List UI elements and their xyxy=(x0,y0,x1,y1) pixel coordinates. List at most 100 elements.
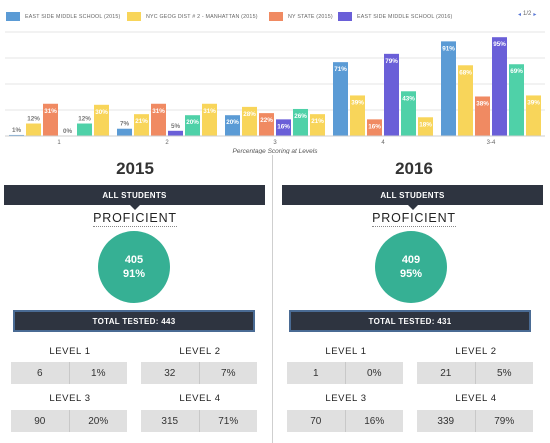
level-1-box: 1 0% xyxy=(287,362,403,384)
proficient-heading: PROFICIENT xyxy=(278,211,550,227)
bar xyxy=(225,115,240,136)
bar xyxy=(117,128,132,136)
bar xyxy=(509,64,524,136)
total-tested-bar: TOTAL TESTED: 443 xyxy=(13,310,255,332)
x-tick-label: 3-4 xyxy=(487,140,496,146)
all-students-banner: ALL STUDENTS xyxy=(4,185,265,210)
proficient-circle: 405 91% xyxy=(98,231,170,303)
level-4-pct: 71% xyxy=(218,415,239,427)
bar xyxy=(202,103,217,136)
legend-label: NYC GEOG DIST # 2 - MANHATTAN (2015) xyxy=(146,13,258,20)
proficient-percent: 95% xyxy=(399,268,423,280)
bar xyxy=(259,113,274,136)
x-tick-label: 3 xyxy=(273,140,277,146)
data-label: 5% xyxy=(171,123,181,130)
legend-item-series-3[interactable]: NY STATE (2015) xyxy=(269,12,333,21)
bar xyxy=(242,106,257,136)
level-4-title: LEVEL 4 xyxy=(179,393,221,404)
bar xyxy=(185,115,200,136)
pager-next-icon[interactable]: ▸ xyxy=(533,12,537,18)
level-3-count: 90 xyxy=(11,410,70,432)
bar xyxy=(43,103,58,136)
bar-chart: 1% 12% 31% 0% 12% 30% 1 7% 21% 31% 5% 20% 31% 2 20% 28%… xyxy=(5,31,545,154)
proficient-label: PROFICIENT xyxy=(372,211,456,227)
data-label: 31% xyxy=(152,108,165,115)
level-3-title: LEVEL 3 xyxy=(325,393,367,404)
level-3-pct: 20% xyxy=(88,415,109,427)
bar xyxy=(26,123,41,136)
legend-label: NY STATE (2015) xyxy=(288,13,333,20)
x-tick-label: 1 xyxy=(57,140,61,146)
level-1-pct: 0% xyxy=(367,367,382,379)
level-1-title: LEVEL 1 xyxy=(325,346,367,357)
level-4-box: 339 79% xyxy=(417,410,533,432)
data-label: 30% xyxy=(95,109,108,116)
data-label: 71% xyxy=(334,66,347,73)
data-label: 18% xyxy=(419,121,432,128)
x-tick-label: 2 xyxy=(165,140,169,146)
data-label: 31% xyxy=(203,108,216,115)
bar xyxy=(475,96,490,136)
data-label: 22% xyxy=(260,117,273,124)
legend-item-series-1[interactable]: EAST SIDE MIDDLE SCHOOL (2015) xyxy=(6,12,121,21)
level-4-box: 315 71% xyxy=(141,410,257,432)
chart-legend: EAST SIDE MIDDLE SCHOOL (2015) NYC GEOG … xyxy=(0,0,550,30)
level-1-count: 1 xyxy=(287,362,346,384)
data-label: 28% xyxy=(243,111,256,118)
proficient-count: 409 xyxy=(401,254,421,266)
level-4-pct: 79% xyxy=(494,415,515,427)
data-label: 95% xyxy=(493,41,506,48)
data-label: 7% xyxy=(120,121,130,128)
data-label: 12% xyxy=(78,116,91,123)
legend-swatch xyxy=(269,12,283,21)
level-3-box: 90 20% xyxy=(11,410,127,432)
data-label: 21% xyxy=(311,118,324,125)
bar xyxy=(276,119,291,136)
legend-label: EAST SIDE MIDDLE SCHOOL (2016) xyxy=(357,13,453,20)
level-2-pct: 7% xyxy=(221,367,236,379)
level-2-count: 21 xyxy=(417,362,476,384)
bar xyxy=(458,65,473,136)
level-2-box: 21 5% xyxy=(417,362,533,384)
level-2-title: LEVEL 2 xyxy=(455,346,497,357)
level-3-title: LEVEL 3 xyxy=(49,393,91,404)
proficient-label: PROFICIENT xyxy=(93,211,177,227)
data-label: 26% xyxy=(294,113,307,120)
bar xyxy=(526,95,541,136)
data-label: 91% xyxy=(442,45,455,52)
data-label: 16% xyxy=(368,123,381,130)
bar xyxy=(9,134,24,136)
pager-prev-icon[interactable]: ◂ xyxy=(518,12,522,18)
legend-pager: ◂ 1/2 ▸ xyxy=(518,11,536,18)
bar xyxy=(134,114,149,136)
level-2-title: LEVEL 2 xyxy=(179,346,221,357)
pager-text: 1/2 xyxy=(523,11,532,17)
data-label: 68% xyxy=(459,69,472,76)
legend-item-series-2[interactable]: NYC GEOG DIST # 2 - MANHATTAN (2015) xyxy=(127,12,258,21)
data-label: 21% xyxy=(135,118,148,125)
bar xyxy=(441,41,456,136)
bar xyxy=(492,37,507,137)
level-3-box: 70 16% xyxy=(287,410,403,432)
all-students-banner: ALL STUDENTS xyxy=(282,185,543,210)
legend-label: EAST SIDE MIDDLE SCHOOL (2015) xyxy=(25,13,121,20)
data-label: 79% xyxy=(385,58,398,65)
bar xyxy=(333,62,348,136)
proficient-count: 405 xyxy=(124,254,144,266)
data-label: 39% xyxy=(351,99,364,106)
data-label: 39% xyxy=(527,99,540,106)
level-3-pct: 16% xyxy=(364,415,385,427)
total-tested-bar: TOTAL TESTED: 431 xyxy=(289,310,531,332)
bar xyxy=(350,95,365,136)
level-2-box: 32 7% xyxy=(141,362,257,384)
data-label: 16% xyxy=(277,123,290,130)
bar xyxy=(310,114,325,136)
level-1-count: 6 xyxy=(11,362,70,384)
x-tick-label: 4 xyxy=(381,140,385,146)
bar xyxy=(94,104,109,136)
bar xyxy=(77,123,92,136)
data-label: 1% xyxy=(12,127,22,134)
legend-item-series-4[interactable]: EAST SIDE MIDDLE SCHOOL (2016) xyxy=(338,12,453,21)
year-title: 2016 xyxy=(395,159,433,178)
bar xyxy=(401,91,416,136)
